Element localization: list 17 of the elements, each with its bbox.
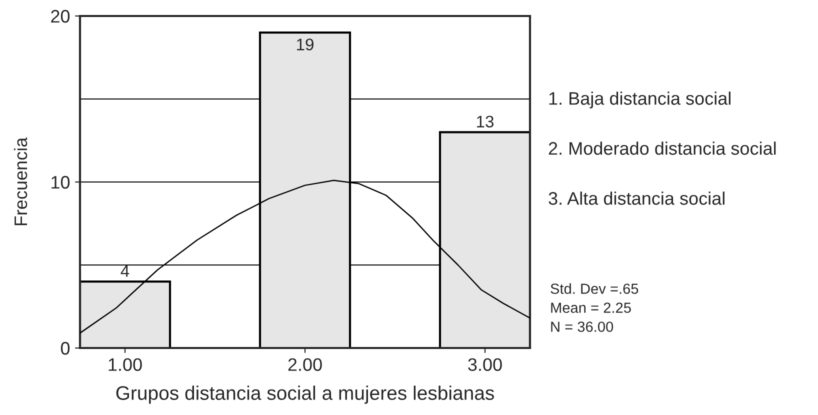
x-axis-title: Grupos distancia social a mujeres lesbianas: [116, 386, 494, 404]
x-tick-label: 1.00: [108, 358, 142, 371]
y-tick-label: 20: [51, 10, 70, 23]
x-tick-label: 2.00: [288, 358, 322, 371]
data-label: 19: [297, 38, 314, 50]
text: 3. Alta distancia social: [548, 192, 724, 205]
text: 2. Moderado distancia social: [548, 142, 776, 155]
text: 1. Baja distancia social: [549, 92, 730, 108]
x-tick-label: 3.00: [468, 358, 502, 371]
y-tick-label: 10: [52, 176, 70, 189]
y-tick-label: 0: [60, 342, 70, 355]
text: Std. Dev =.65: [550, 283, 638, 294]
y-axis-title: Frecuencia: [14, 137, 28, 226]
text: Mean = 2.25: [551, 302, 631, 313]
text: N = 36.00: [551, 322, 614, 332]
data-label: 4: [120, 265, 130, 277]
data-label: 13: [477, 116, 494, 128]
